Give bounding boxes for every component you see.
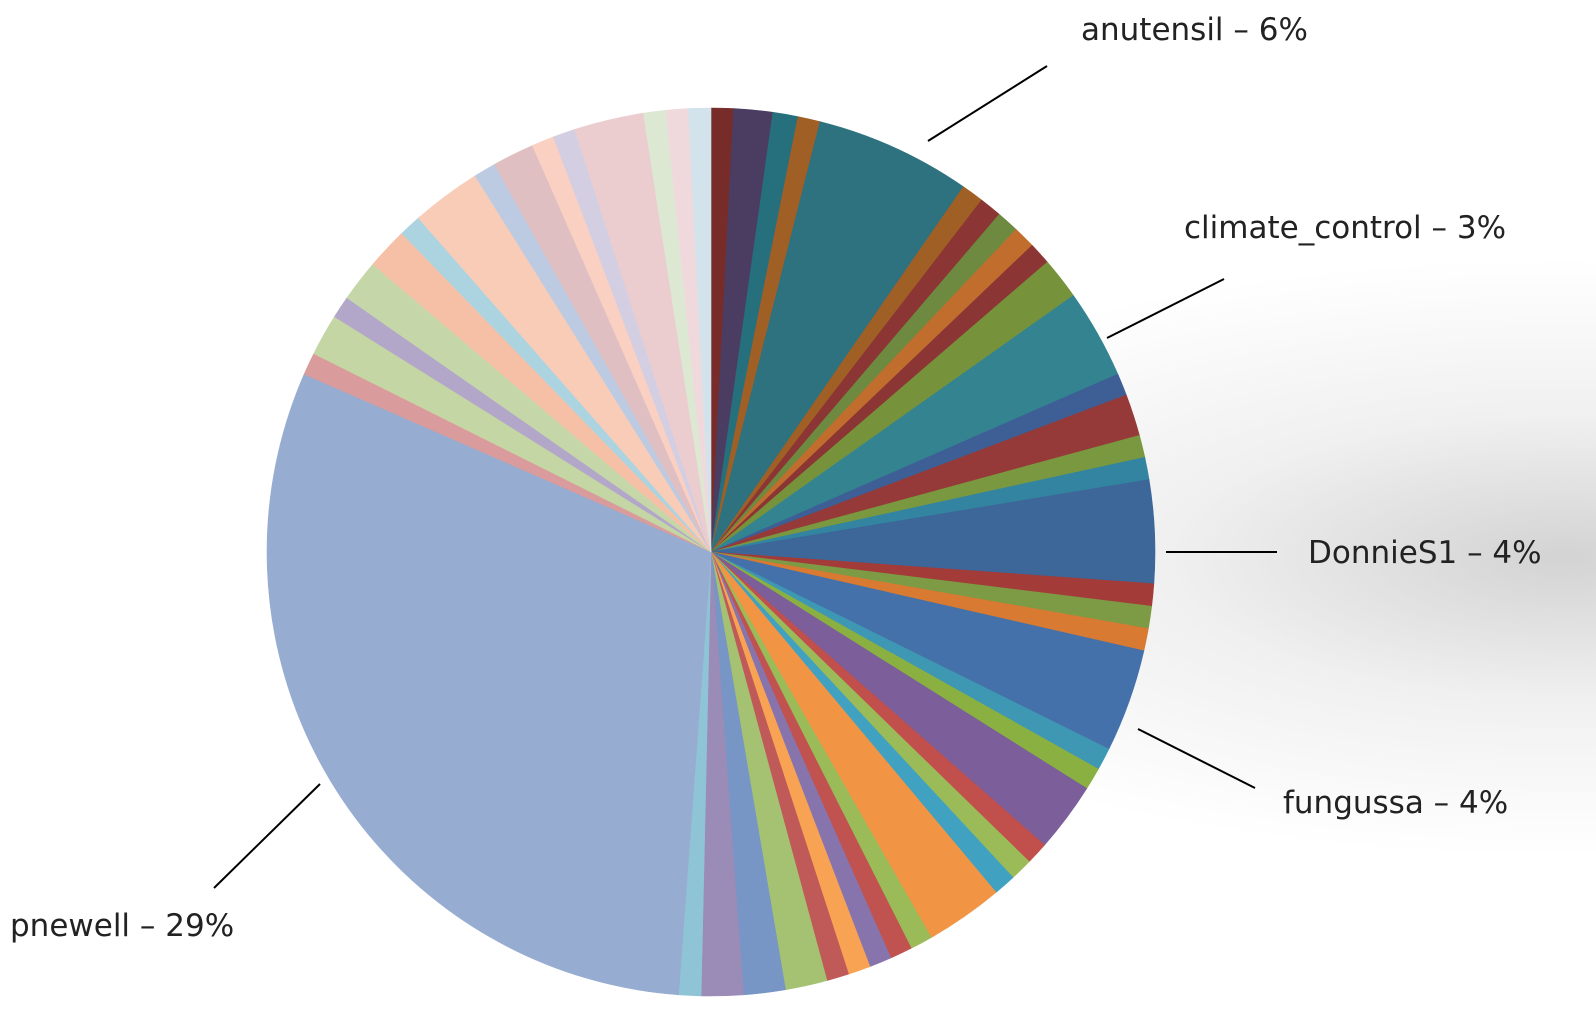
slice-label-4: anutensil – 6% xyxy=(1081,12,1308,48)
leader-line-20 xyxy=(1137,728,1256,789)
slice-label-37: pnewell – 29% xyxy=(10,908,234,944)
pie-slices xyxy=(266,107,1156,997)
slice-label-11: climate_control – 3% xyxy=(1184,210,1506,246)
pie-slice-52 xyxy=(688,107,712,553)
leader-line-4 xyxy=(927,65,1048,142)
slice-labels: anutensil – 6% climate_control – 3% Donnie… xyxy=(10,12,1542,944)
slice-label-16: DonnieS1 – 4% xyxy=(1308,535,1542,571)
leader-line-11 xyxy=(1106,278,1225,339)
slice-label-20: fungussa – 4% xyxy=(1283,785,1508,821)
leader-line-37 xyxy=(213,783,321,889)
pie-slice-4 xyxy=(710,121,964,553)
pie-slice-37 xyxy=(266,373,712,996)
leader-lines xyxy=(213,65,1277,889)
